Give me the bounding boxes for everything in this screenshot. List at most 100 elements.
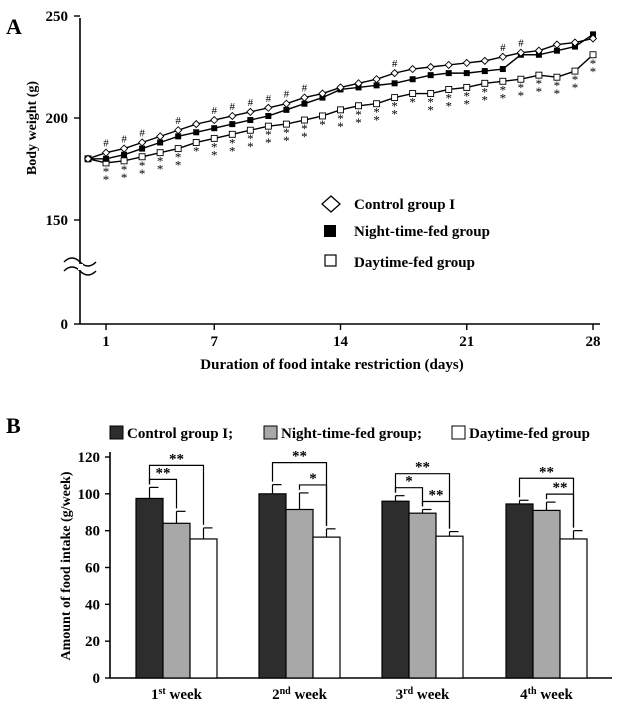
control-point <box>192 119 201 129</box>
daytime-point <box>210 134 218 142</box>
significance-bracket <box>545 493 575 528</box>
panel-a-y-tick-label: 0 <box>61 317 69 333</box>
control-point <box>588 34 598 43</box>
panel-a-axis-break-gap <box>78 264 83 270</box>
star-mark: * <box>157 154 164 169</box>
night-point <box>481 68 488 75</box>
hash-mark: # <box>284 89 290 101</box>
daytime-point <box>589 51 597 59</box>
star-mark: * <box>409 95 416 110</box>
night-point <box>463 70 470 77</box>
star-mark: * <box>590 56 597 71</box>
bar-2-0 <box>189 538 218 679</box>
night-point <box>157 139 164 146</box>
star-mark: * <box>445 98 452 113</box>
legend-label-night: Night-time-fed group <box>354 224 490 240</box>
star-mark: * <box>464 96 471 111</box>
control-point <box>462 58 471 68</box>
significance-bracket <box>298 484 328 526</box>
panel-a-y-tick-label: 200 <box>46 111 69 127</box>
star-mark: * <box>265 135 272 150</box>
star-mark: * <box>518 80 525 95</box>
bar-0-2 <box>381 500 410 679</box>
control-point <box>83 154 93 163</box>
panel-a-xlabel: Duration of food intake restriction (day… <box>200 357 463 373</box>
control-point <box>318 89 327 98</box>
night-point <box>139 145 146 152</box>
control-point <box>264 103 273 112</box>
star-mark: * <box>337 111 344 126</box>
star-mark: * <box>337 119 344 134</box>
star-mark: * <box>139 158 146 173</box>
panel-a-axes: 0 150 200 250 1 7 14 21 28 <box>46 9 601 350</box>
control-point <box>210 115 219 125</box>
significance-label: ** <box>415 460 430 476</box>
legend-control-swatch <box>109 425 124 440</box>
bar-2-1 <box>312 536 341 679</box>
bar-1-3 <box>532 509 561 679</box>
panel-a-label: A <box>6 14 22 39</box>
daytime-point <box>553 73 561 81</box>
week-number: 1 <box>151 687 159 703</box>
hash-mark: # <box>230 101 236 113</box>
star-mark: * <box>427 95 434 110</box>
control-point <box>390 68 399 78</box>
star-mark: * <box>301 129 308 144</box>
star-mark: * <box>373 105 380 120</box>
control-point <box>174 126 183 135</box>
star-mark: * <box>427 103 434 118</box>
bar-0-1 <box>258 493 287 679</box>
significance-label: ** <box>169 451 184 467</box>
daytime-point <box>355 102 362 110</box>
daytime-point <box>264 122 272 130</box>
bar-2-2 <box>435 535 464 679</box>
significance-bracket <box>394 487 424 507</box>
star-mark: * <box>193 143 200 158</box>
star-mark: * <box>445 90 452 105</box>
week-ordinal-suffix: nd <box>280 686 292 697</box>
significance-label: ** <box>539 464 554 480</box>
night-point <box>427 72 434 79</box>
daytime-point <box>319 112 326 120</box>
panel-b-xlabels: 1st week 2nd week 3rd week 4th week <box>151 686 573 704</box>
control-point <box>300 93 309 102</box>
hash-mark: # <box>302 83 308 95</box>
night-point <box>445 70 452 77</box>
panel-a-legend: Control group I Night-time-fed group Day… <box>321 195 490 271</box>
star-mark: * <box>518 88 525 103</box>
star-mark: * <box>229 143 236 158</box>
week-ordinal-suffix: th <box>528 686 537 697</box>
star-mark: * <box>482 92 489 107</box>
hash-mark: # <box>500 42 506 54</box>
star-mark: * <box>572 72 579 87</box>
week-word: week <box>537 687 574 703</box>
legend-label-daytime: Daytime-fed group <box>354 255 475 271</box>
significance-label: * <box>405 474 413 490</box>
panel-a-x-tick-label: 21 <box>459 334 474 350</box>
control-point <box>156 132 165 141</box>
star-mark: * <box>500 82 507 97</box>
panel-a-x-tick-label: 28 <box>586 334 601 350</box>
panel-b-ylabel: Amount of food intake (g/week) <box>59 471 74 660</box>
week-label: 3rd week <box>396 686 450 704</box>
star-mark: * <box>283 133 290 148</box>
daytime-point <box>571 67 579 75</box>
star-mark: * <box>175 158 182 173</box>
week-word: week <box>291 687 328 703</box>
star-mark: * <box>283 125 290 140</box>
daytime-point <box>463 83 471 91</box>
star-mark: * <box>536 76 543 91</box>
star-mark: * <box>103 164 110 179</box>
star-mark: * <box>500 90 507 105</box>
bar-1-1 <box>285 508 314 679</box>
significance-label: ** <box>156 465 171 481</box>
panel-a-y-tick-label: 250 <box>46 9 69 25</box>
star-mark: * <box>319 117 326 132</box>
panel-b-label: B <box>6 413 21 438</box>
panel-b-y-tick-label: 0 <box>93 671 101 687</box>
star-mark: * <box>265 127 272 142</box>
daytime-point <box>535 71 543 79</box>
panel-a-axis-break <box>63 266 97 276</box>
daytime-point <box>517 75 525 83</box>
